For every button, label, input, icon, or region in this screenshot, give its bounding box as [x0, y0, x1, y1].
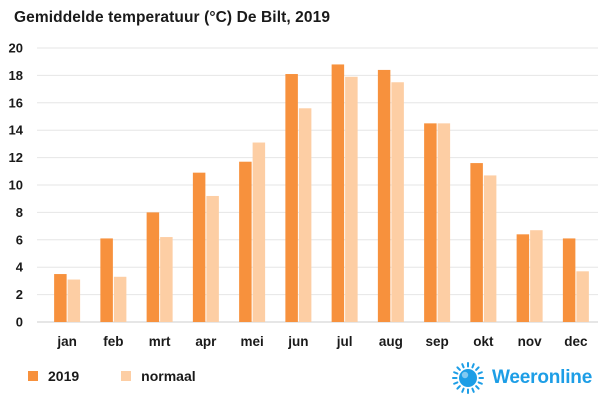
bar-normaal-jan	[67, 279, 81, 322]
bar-2019-aug	[377, 69, 391, 322]
y-tick-label: 10	[9, 178, 23, 193]
bar-normaal-jun	[298, 108, 312, 322]
legend-item-normaal: normaal	[121, 368, 196, 384]
bar-2019-sep	[424, 123, 437, 322]
y-tick-label: 14	[9, 123, 24, 138]
bar-normaal-sep	[437, 123, 451, 322]
x-tick-label-aug: aug	[379, 334, 403, 349]
legend-swatch-2019	[28, 371, 38, 381]
bar-2019-mrt	[146, 212, 160, 322]
legend-swatch-normaal	[121, 371, 132, 381]
legend-label-2019: 2019	[48, 368, 80, 384]
bar-normaal-dec	[576, 271, 589, 322]
x-tick-label-jan: jan	[56, 334, 77, 349]
x-tick-label-dec: dec	[564, 334, 588, 349]
bar-2019-dec	[562, 238, 576, 322]
bar-2019-jul	[331, 64, 345, 322]
x-tick-label-nov: nov	[518, 334, 542, 349]
bar-normaal-jul	[345, 76, 358, 323]
bar-normaal-mrt	[160, 237, 173, 322]
bar-normaal-feb	[113, 276, 127, 322]
x-tick-label-mrt: mrt	[149, 334, 171, 349]
sun-globe-icon	[452, 362, 484, 394]
x-tick-label-sep: sep	[425, 334, 448, 349]
grid-lines	[37, 47, 598, 323]
y-tick-label: 2	[16, 287, 23, 302]
bar-2019-okt	[470, 163, 483, 322]
bar-2019-jan	[54, 274, 67, 322]
bar-2019-mei	[239, 161, 252, 322]
chart-title: Gemiddelde temperatuur (°C) De Bilt, 201…	[14, 9, 331, 26]
y-tick-label: 4	[16, 260, 24, 275]
x-tick-label-apr: apr	[195, 334, 217, 349]
x-tick-label-jun: jun	[287, 334, 308, 349]
bar-normaal-aug	[391, 82, 404, 322]
bars	[54, 64, 589, 323]
y-tick-label: 8	[16, 205, 23, 220]
y-tick-label: 12	[9, 150, 23, 165]
bar-2019-nov	[516, 234, 530, 322]
bar-2019-apr	[192, 172, 206, 322]
bar-normaal-nov	[530, 230, 543, 322]
y-tick-label: 6	[16, 232, 23, 247]
y-tick-label: 20	[9, 41, 23, 56]
brand-name: Weeronline	[492, 367, 593, 388]
y-tick-label: 16	[9, 95, 23, 110]
x-tick-label-okt: okt	[473, 334, 494, 349]
y-axis: 0 2 4 6 8 10 12 14 16 18 20	[9, 41, 24, 330]
legend-label-normaal: normaal	[141, 368, 196, 384]
brand-logo: Weeronline	[452, 362, 592, 394]
bar-normaal-mei	[252, 142, 266, 322]
x-tick-label-jul: jul	[336, 334, 353, 349]
bar-normaal-okt	[483, 175, 497, 322]
y-tick-label: 18	[9, 68, 23, 83]
bar-2019-jun	[285, 74, 298, 322]
x-tick-label-mei: mei	[240, 334, 263, 349]
x-axis: jan feb mrt apr mei jun jul aug sep okt nov dec	[56, 334, 588, 349]
x-tick-label-feb: feb	[103, 334, 123, 349]
legend-item-2019: 2019	[28, 368, 79, 384]
legend: 2019 normaal	[28, 368, 238, 384]
bar-2019-feb	[100, 238, 113, 322]
y-tick-label: 0	[16, 315, 23, 330]
bar-normaal-apr	[206, 195, 219, 322]
